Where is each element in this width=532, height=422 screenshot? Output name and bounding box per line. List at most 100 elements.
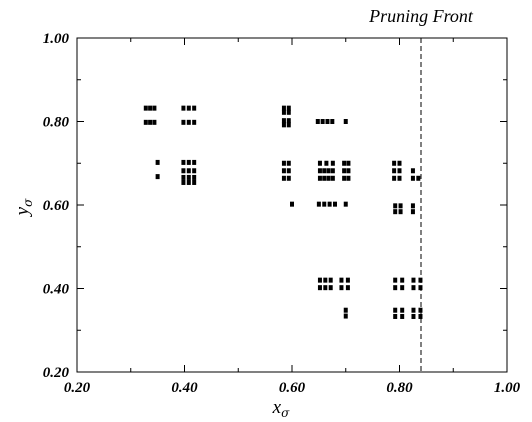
data-point <box>326 175 331 181</box>
data-point <box>342 160 347 166</box>
data-point <box>281 118 286 124</box>
x-axis-title-main: x <box>272 397 282 418</box>
x-tick-label: 0.60 <box>279 380 306 396</box>
data-point <box>290 201 294 207</box>
y-tick-label: 1.00 <box>43 31 70 47</box>
data-point <box>181 119 186 125</box>
data-point <box>192 119 197 125</box>
data-point <box>411 285 416 291</box>
tick-marks <box>76 37 508 373</box>
y-tick-label: 0.60 <box>43 198 70 214</box>
data-point <box>410 203 415 209</box>
data-point <box>317 160 322 166</box>
data-point <box>392 168 397 174</box>
data-point <box>397 175 402 181</box>
data-point <box>317 285 322 291</box>
y-tick-label: 0.20 <box>43 365 70 381</box>
data-point <box>339 277 344 283</box>
data-point <box>286 105 291 111</box>
data-point <box>286 109 291 115</box>
x-tick-label: 0.20 <box>64 380 91 396</box>
data-point <box>281 175 286 181</box>
data-point <box>346 175 351 181</box>
data-point <box>342 168 347 174</box>
data-point <box>345 285 350 291</box>
data-point <box>330 119 335 124</box>
x-axis-title-sub: σ <box>281 406 290 420</box>
data-point <box>393 203 398 209</box>
data-point <box>281 168 286 174</box>
data-point <box>281 160 286 166</box>
data-point <box>181 105 186 111</box>
y-axis-title-sub: σ <box>21 198 35 207</box>
data-point <box>152 119 157 125</box>
data-point <box>186 179 191 185</box>
data-point <box>143 119 148 125</box>
data-point <box>330 175 335 181</box>
data-point <box>328 277 333 283</box>
data-point <box>327 201 332 207</box>
y-tick-label: 0.40 <box>43 282 70 298</box>
data-point <box>411 313 416 319</box>
data-point <box>317 277 322 283</box>
data-point <box>339 285 344 291</box>
data-point <box>410 175 415 181</box>
data-point <box>286 122 291 128</box>
data-point <box>192 105 197 111</box>
data-point <box>392 160 397 166</box>
x-axis-title: xσ <box>272 397 290 420</box>
data-point <box>345 277 350 283</box>
data-point <box>148 119 153 125</box>
data-point <box>397 160 402 166</box>
data-point <box>418 313 423 319</box>
data-point <box>343 119 348 124</box>
data-point <box>400 307 405 313</box>
data-point <box>325 119 330 124</box>
data-point <box>186 168 191 174</box>
data-point <box>181 168 186 174</box>
data-point <box>393 209 398 215</box>
data-point <box>393 285 398 291</box>
data-point <box>152 105 157 111</box>
data-point <box>393 313 398 319</box>
x-tick-label: 0.40 <box>171 380 198 396</box>
data-point <box>192 159 197 165</box>
x-tick-label: 0.80 <box>386 380 413 396</box>
data-point <box>192 168 197 174</box>
data-point <box>192 174 197 180</box>
data-point <box>343 307 348 313</box>
data-point <box>418 285 423 291</box>
pruning-front-label: Pruning Front <box>368 6 474 26</box>
y-tick-label: 0.80 <box>43 115 70 131</box>
data-point <box>410 209 415 215</box>
data-point <box>286 175 291 181</box>
data-point <box>316 201 321 207</box>
data-point <box>392 175 397 181</box>
data-point <box>181 179 186 185</box>
data-point <box>281 109 286 115</box>
data-point <box>400 313 405 319</box>
data-point <box>186 119 191 125</box>
data-point <box>320 119 325 124</box>
data-point <box>317 175 322 181</box>
data-point <box>400 277 405 283</box>
data-point <box>416 175 421 181</box>
data-point <box>418 307 423 313</box>
data-point <box>411 307 416 313</box>
data-point <box>181 159 186 165</box>
data-point <box>192 179 197 185</box>
data-point <box>418 277 423 283</box>
data-point <box>330 160 335 166</box>
data-point <box>346 160 351 166</box>
data-point <box>181 174 186 180</box>
data-point <box>322 201 327 207</box>
data-point <box>148 105 153 111</box>
data-point <box>342 175 347 181</box>
data-point <box>155 159 160 165</box>
data-point <box>343 201 348 207</box>
data-point <box>326 168 331 174</box>
data-point <box>143 105 148 111</box>
y-axis-title: yσ <box>12 198 35 217</box>
data-point <box>398 209 403 215</box>
